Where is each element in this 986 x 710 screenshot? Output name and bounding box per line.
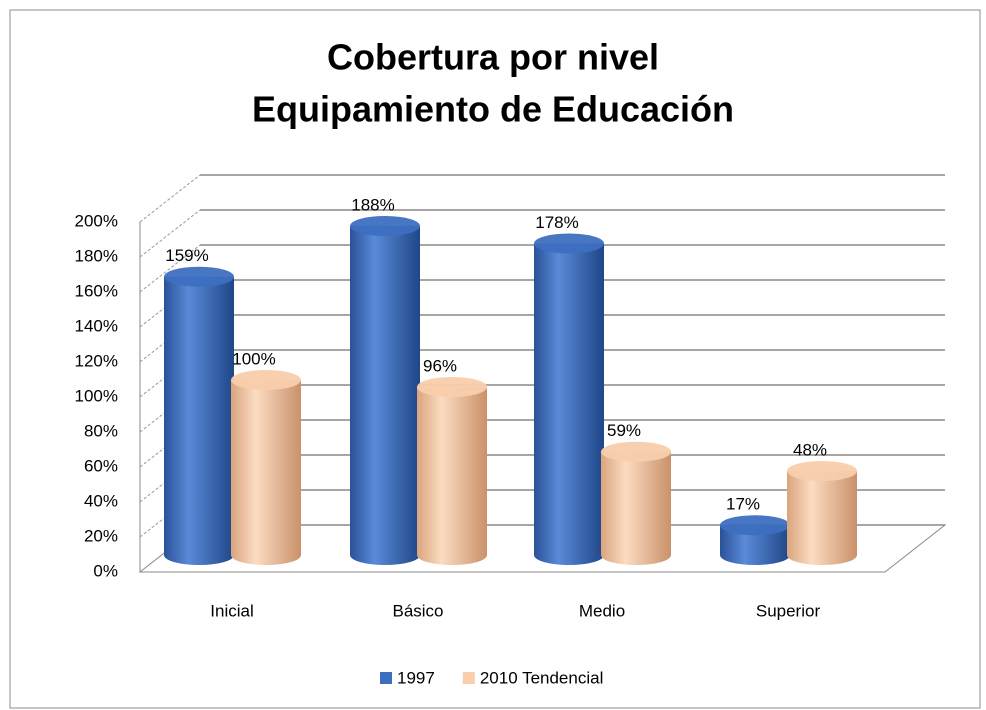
grid-line	[139, 209, 201, 258]
data-label: 48%	[793, 440, 827, 459]
grid-line	[139, 384, 201, 433]
data-label: 17%	[726, 495, 760, 514]
bar-top	[350, 216, 420, 236]
bar-body	[417, 387, 487, 555]
bar-top	[534, 233, 604, 254]
bar	[231, 370, 301, 565]
data-label: 100%	[232, 349, 275, 368]
bar-body	[164, 276, 234, 555]
legend-swatch	[380, 672, 392, 684]
grid-line	[139, 279, 201, 328]
legend-label: 2010 Tendencial	[480, 668, 604, 687]
y-tick-label: 0%	[93, 561, 118, 580]
grid-line	[139, 489, 201, 538]
x-tick-label: Superior	[756, 601, 821, 620]
y-tick-label: 140%	[75, 316, 118, 335]
bar	[601, 441, 671, 565]
y-tick-label: 160%	[75, 281, 118, 300]
grid-line	[139, 174, 201, 223]
bar-top	[164, 266, 234, 287]
grid-line	[139, 349, 201, 398]
bar-top	[601, 441, 671, 462]
bar	[417, 377, 487, 565]
bar-body	[601, 451, 671, 555]
bar	[787, 461, 857, 565]
y-tick-label: 60%	[84, 456, 118, 475]
data-label: 96%	[423, 356, 457, 375]
legend-label: 1997	[397, 668, 435, 687]
bar	[534, 233, 604, 565]
chart-title: Cobertura por nivel	[327, 37, 659, 78]
y-tick-label: 80%	[84, 421, 118, 440]
data-label: 178%	[535, 213, 578, 232]
grid-line	[139, 524, 201, 573]
bar-top	[787, 461, 857, 481]
grid-line	[139, 454, 201, 503]
bar-body	[350, 226, 420, 555]
x-tick-label: Inicial	[210, 601, 253, 620]
data-label: 159%	[165, 246, 208, 265]
y-tick-label: 200%	[75, 211, 118, 230]
x-tick-label: Medio	[579, 601, 625, 620]
bar-body	[787, 471, 857, 555]
bar	[350, 216, 420, 565]
bar	[720, 515, 790, 565]
chart-title: Equipamiento de Educación	[252, 89, 734, 130]
x-tick-label: Básico	[392, 601, 443, 620]
grid-line	[139, 419, 201, 468]
y-tick-label: 120%	[75, 351, 118, 370]
y-tick-label: 20%	[84, 526, 118, 545]
bar-top	[231, 370, 301, 390]
data-label: 59%	[607, 421, 641, 440]
y-tick-label: 180%	[75, 246, 118, 265]
bar-body	[231, 380, 301, 555]
data-label: 188%	[351, 195, 394, 214]
legend-swatch	[462, 672, 475, 684]
bar	[164, 266, 234, 565]
grid-line	[139, 314, 201, 363]
bar-body	[534, 243, 604, 555]
y-tick-label: 100%	[75, 386, 118, 405]
bar-top	[720, 515, 790, 536]
bar-top	[417, 377, 487, 397]
y-tick-label: 40%	[84, 491, 118, 510]
grid-line	[139, 244, 201, 293]
